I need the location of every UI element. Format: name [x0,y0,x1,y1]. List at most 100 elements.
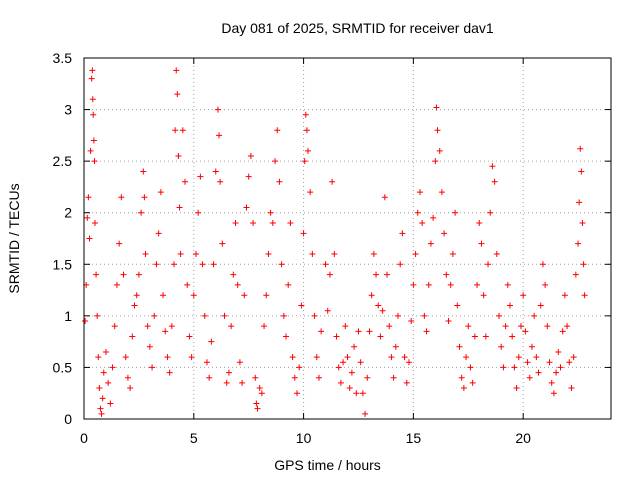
data-point [397,261,404,268]
grid-lines [84,58,611,419]
data-point [91,220,98,227]
data-point [553,369,560,376]
data-point [141,194,148,201]
data-point [285,281,292,288]
data-point [172,127,179,134]
data-point [575,240,582,247]
data-point [504,281,511,288]
data-point [329,178,336,185]
data-point [184,281,191,288]
data-point [548,379,555,386]
data-point [526,374,533,381]
data-point [223,379,230,386]
data-point [173,67,180,74]
data-point [550,390,557,397]
data-point [90,137,97,144]
data-point [99,395,106,402]
data-point [434,127,441,134]
data-point [135,271,142,278]
data-point [517,323,524,330]
data-point [487,209,494,216]
data-point [570,354,577,361]
x-tick-label: 15 [406,430,422,446]
data-point [89,67,96,74]
data-point [355,328,362,335]
data-point [333,333,340,340]
data-point [331,250,338,257]
data-point [289,354,296,361]
data-point [230,271,237,278]
data-point [566,359,573,366]
data-point [127,385,134,392]
data-point [564,323,571,330]
data-point [151,312,158,319]
data-point [375,302,382,309]
data-point [405,359,412,366]
data-point [234,281,241,288]
data-point [188,354,195,361]
data-point [414,209,421,216]
data-point [287,220,294,227]
data-point [421,312,428,319]
data-point [301,158,308,165]
data-point [236,359,243,366]
data-point [175,152,182,159]
data-point [96,385,103,392]
data-point [177,250,184,257]
data-point [362,410,369,417]
data-point [192,250,199,257]
data-point [535,369,542,376]
data-point [274,127,281,134]
y-tick-label: 3.5 [53,50,73,66]
data-point [146,343,153,350]
data-point [419,220,426,227]
data-point [544,323,551,330]
data-point [118,194,125,201]
data-point [577,145,584,152]
data-point [197,173,204,180]
data-point [232,220,239,227]
data-point [157,189,164,196]
data-point [300,230,307,237]
data-point [377,333,384,340]
data-point [337,379,344,386]
data-point [416,189,423,196]
data-point [311,312,318,319]
data-point [467,364,474,371]
data-point [208,338,215,345]
data-point [239,379,246,386]
data-point [392,343,399,350]
data-point [456,343,463,350]
data-point [91,158,98,165]
data-point [425,281,432,288]
data-point [265,250,272,257]
data-point [109,364,116,371]
data-point [531,312,538,319]
data-point [210,261,217,268]
data-point [272,158,279,165]
data-point [357,359,364,366]
y-tick-label: 3 [64,102,72,118]
data-point [280,312,287,319]
data-point [261,323,268,330]
data-point [580,261,587,268]
y-tick-label: 0.5 [53,359,73,375]
data-point [88,75,95,82]
data-point [129,333,136,340]
data-point [344,354,351,361]
data-point [401,354,408,361]
data-point [155,230,162,237]
data-point [254,405,261,412]
data-point [474,281,481,288]
data-point [412,250,419,257]
data-point [256,385,263,392]
data-point [480,292,487,299]
data-point [133,292,140,299]
data-point [489,163,496,170]
data-point [524,359,531,366]
data-points [82,67,588,417]
data-point [93,271,100,278]
data-point [90,111,97,118]
data-point [107,400,114,407]
